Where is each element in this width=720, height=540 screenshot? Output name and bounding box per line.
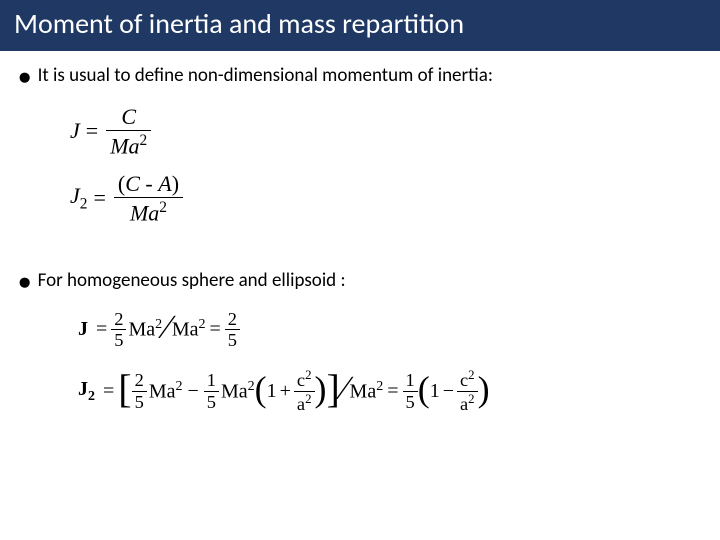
eq3-frac-2-5-a: 2 5 — [111, 309, 126, 350]
eq4-term-b: 1 5 Ma2 — [204, 370, 255, 411]
eq4-Ma-c: Ma2 — [350, 379, 384, 404]
eq3-Ma-b: Ma2 — [172, 317, 206, 342]
slide-body: ● It is usual to define non-dimensional … — [0, 51, 720, 444]
eq4-minus-a: − — [187, 380, 198, 403]
bullet-1-text: It is usual to define non-dimensional mo… — [38, 64, 493, 87]
eq-J2-fraction: (C - A) Ma2 — [114, 171, 183, 226]
bullet-1: ● It is usual to define non-dimensional … — [18, 63, 702, 90]
bullet-2: ● For homogeneous sphere and ellipsoid : — [18, 268, 702, 295]
bullet-dot-icon: ● — [18, 268, 31, 295]
equation-block-2: J = 2 5 Ma2 ∕ Ma2 = 2 5 J2 — [78, 309, 702, 414]
eq-J2-eqsign: = — [93, 185, 105, 211]
equation-sphere: J = 2 5 Ma2 ∕ Ma2 = 2 5 — [78, 309, 702, 350]
eq4-term-a: 2 5 Ma2 — [132, 370, 183, 411]
slide-title-bar: Moment of inertia and mass repartition — [0, 0, 720, 51]
eq3-Ma-a: Ma2 — [128, 317, 162, 342]
eq4-one-a: 1 — [267, 380, 277, 403]
slide-title: Moment of inertia and mass repartition — [14, 6, 464, 41]
slash-divider-icon: ∕ — [164, 309, 170, 347]
eq4-lhs: J2 — [78, 378, 95, 405]
eq3-frac-2-5-b: 2 5 — [225, 309, 240, 350]
eq4-frac-c2-a2-b: c2 a2 — [457, 368, 478, 414]
eq4-plus: + — [280, 380, 291, 403]
eq4-eq1: = — [103, 380, 114, 403]
slash-divider-icon: ∕ — [342, 370, 348, 408]
eq4-minus-b: − — [443, 380, 454, 403]
eq4-Ma-a: Ma2 — [149, 379, 183, 404]
equation-block-1: J = C Ma2 J2 = (C - A) Ma2 — [70, 104, 702, 226]
eq4-frac-1-5-a: 1 5 — [204, 370, 219, 411]
eq-J-fraction: C Ma2 — [106, 104, 151, 159]
bullet-dot-icon: ● — [18, 63, 31, 90]
bullet-2-text: For homogeneous sphere and ellipsoid : — [38, 269, 346, 292]
eq4-frac-2-5: 2 5 — [132, 370, 147, 411]
eq4-Ma-b: Ma2 — [221, 379, 255, 404]
eq4-one-b: 1 — [430, 380, 440, 403]
eq-J-den: Ma2 — [106, 132, 151, 159]
eq-J-num: C — [117, 104, 140, 129]
eq4-frac-1-5-b: 1 5 — [403, 370, 418, 411]
eq3-lhs: J — [78, 318, 88, 341]
eq3-eq1: = — [96, 318, 107, 341]
equation-ellipsoid: J2 = [ 2 5 Ma2 − 1 5 Ma2 — [78, 368, 702, 414]
eq3-term1: 2 5 Ma2 — [111, 309, 162, 350]
eq-J2-den: Ma2 — [126, 199, 171, 226]
eq3-eq2: = — [210, 318, 221, 341]
eq4-eq2: = — [387, 380, 398, 403]
eq-J2-lhs: J2 — [70, 183, 87, 213]
equation-J2: J2 = (C - A) Ma2 — [70, 171, 702, 226]
eq-J-lhs: J — [70, 118, 80, 144]
eq-J-eqsign: = — [86, 118, 98, 144]
eq-J2-num: (C - A) — [114, 171, 183, 196]
eq4-frac-c2-a2-a: c2 a2 — [294, 368, 315, 414]
equation-J: J = C Ma2 — [70, 104, 702, 159]
